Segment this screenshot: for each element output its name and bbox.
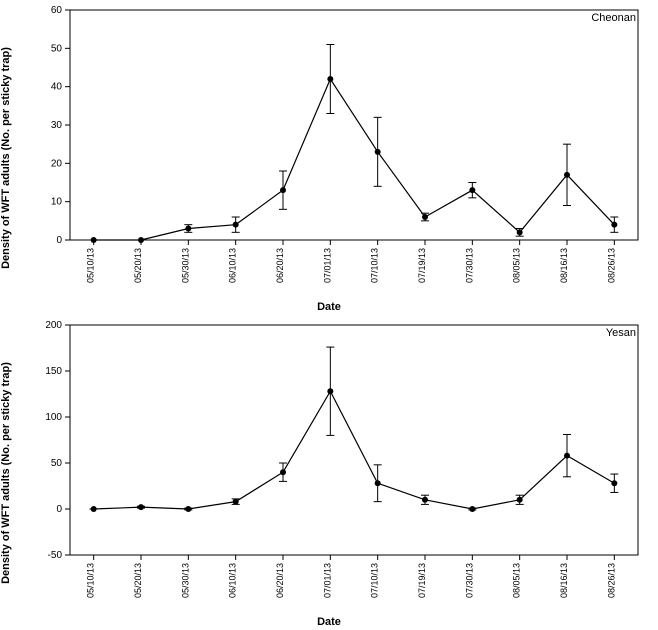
data-point [422, 497, 428, 503]
x-tick-label: 07/10/13 [370, 248, 380, 283]
data-point [375, 480, 381, 486]
x-tick-label: 06/10/13 [228, 563, 238, 598]
y-tick-label: 0 [56, 504, 62, 515]
y-tick-label: 30 [51, 120, 63, 131]
data-point [91, 506, 97, 512]
y-tick-label: 150 [45, 366, 62, 377]
x-tick-label: 05/30/13 [180, 248, 190, 283]
x-tick-label: 05/10/13 [86, 563, 96, 598]
y-tick-label: 0 [56, 235, 62, 246]
data-point [327, 76, 333, 82]
region-label: Cheonan [591, 12, 636, 24]
y-tick-label: 50 [51, 43, 63, 54]
chart-svg: -50 0 50 100 150 200 05/10/13 05/20/13 05/30/13 0… [0, 315, 658, 630]
y-tick-label: 10 [51, 197, 63, 208]
x-tick-label: 07/19/13 [417, 563, 427, 598]
data-point [564, 453, 570, 459]
y-axis-label: Density of WFT adults (No. per sticky tr… [0, 362, 12, 584]
y-tick-label: 50 [51, 458, 63, 469]
x-tick-label: 05/30/13 [180, 563, 190, 598]
data-point [422, 214, 428, 220]
chart-svg: 0 10 20 30 40 50 60 05/10/13 05/20/13 05/30/13 06/… [0, 0, 658, 315]
data-point [469, 506, 475, 512]
data-point [138, 504, 144, 510]
x-tick-label: 07/01/13 [322, 248, 332, 283]
data-point [469, 187, 475, 193]
data-line [94, 79, 615, 240]
x-tick-label: 06/10/13 [228, 248, 238, 283]
x-tick-label: 07/01/13 [322, 563, 332, 598]
y-tick-label: 20 [51, 158, 63, 169]
data-point [233, 499, 239, 505]
x-tick-label: 06/20/13 [275, 248, 285, 283]
x-tick-label: 08/05/13 [512, 563, 522, 598]
data-point [611, 480, 617, 486]
x-tick-label: 05/20/13 [133, 563, 143, 598]
x-tick-label: 07/19/13 [417, 248, 427, 283]
x-tick-label: 08/16/13 [559, 248, 569, 283]
data-point [517, 497, 523, 503]
y-tick-label: 40 [51, 82, 63, 93]
y-tick-label: -50 [48, 550, 63, 561]
y-tick-label: 200 [45, 320, 62, 331]
data-point [280, 469, 286, 475]
x-axis-label: Date [317, 616, 341, 628]
data-point [233, 222, 239, 228]
y-tick-label: 60 [51, 5, 63, 16]
data-point [611, 222, 617, 228]
x-tick-label: 08/26/13 [606, 563, 616, 598]
data-point [517, 229, 523, 235]
data-point [185, 506, 191, 512]
x-tick-label: 05/20/13 [133, 248, 143, 283]
chart-cheonan: Cheonan Density of WFT adults (No. per st… [0, 0, 658, 315]
data-point [185, 226, 191, 232]
x-axis-label: Date [317, 301, 341, 313]
x-tick-label: 06/20/13 [275, 563, 285, 598]
x-tick-label: 05/10/13 [86, 248, 96, 283]
x-tick-label: 08/16/13 [559, 563, 569, 598]
x-tick-label: 08/05/13 [512, 248, 522, 283]
data-point [280, 187, 286, 193]
region-label: Yesan [606, 327, 636, 339]
x-tick-label: 07/30/13 [464, 248, 474, 283]
data-point [138, 237, 144, 243]
x-tick-label: 08/26/13 [606, 248, 616, 283]
data-point [91, 237, 97, 243]
y-tick-label: 100 [45, 412, 62, 423]
data-point [327, 388, 333, 394]
x-tick-label: 07/10/13 [370, 563, 380, 598]
chart-yesan: Yesan Density of WFT adults (No. per stic… [0, 315, 658, 630]
x-tick-label: 07/30/13 [464, 563, 474, 598]
data-point [375, 149, 381, 155]
data-point [564, 172, 570, 178]
y-axis-label: Density of WFT adults (No. per sticky tr… [0, 47, 12, 269]
data-line [94, 391, 615, 509]
